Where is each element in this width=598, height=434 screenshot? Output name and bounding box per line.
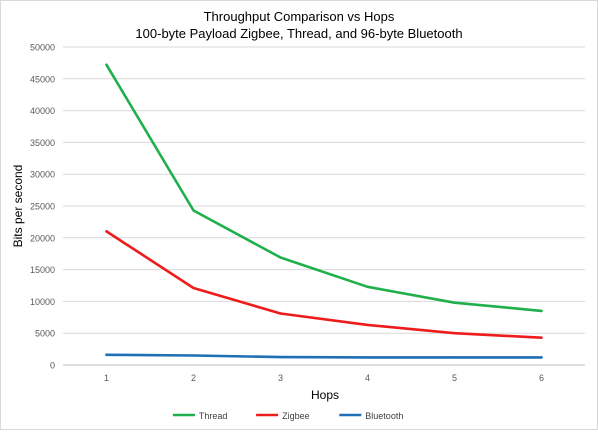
- data-point-bluetooth: [192, 354, 195, 357]
- y-tick-label: 50000: [30, 43, 55, 53]
- x-tick-label: 2: [191, 373, 196, 383]
- y-tick-label: 40000: [30, 106, 55, 116]
- x-tick-label: 5: [452, 373, 457, 383]
- data-point-thread: [192, 209, 195, 212]
- grid-layer: [63, 46, 585, 334]
- y-tick-label: 10000: [30, 297, 55, 307]
- data-point-thread: [366, 285, 369, 288]
- y-tick-label: 5000: [35, 329, 55, 339]
- axis-layer: 0 5000 10000 15000 20000 25000 30000 35000 40000…: [30, 43, 585, 383]
- y-tick-label: 30000: [30, 170, 55, 180]
- y-tick-label: 35000: [30, 138, 55, 148]
- y-tick-label: 25000: [30, 202, 55, 212]
- x-tick-label: 3: [278, 373, 283, 383]
- y-tick-label: 20000: [30, 233, 55, 243]
- data-point-bluetooth: [279, 355, 282, 359]
- data-point-thread: [540, 309, 543, 313]
- legend-label-bluetooth: Bluetooth: [365, 411, 403, 421]
- data-point-zigbee: [540, 336, 543, 339]
- data-point-zigbee: [453, 332, 456, 335]
- y-tick-label: 0: [50, 361, 55, 371]
- data-point-bluetooth: [453, 356, 456, 359]
- data-point-zigbee: [105, 230, 108, 233]
- chart-title: Throughput Comparison vs Hops: [204, 9, 395, 24]
- y-axis-title: Bits per second: [11, 165, 25, 248]
- x-tick-label: 6: [539, 373, 544, 383]
- y-tick-label: 15000: [30, 265, 55, 275]
- data-point-zigbee: [192, 286, 195, 290]
- series-layer: [105, 63, 543, 359]
- data-point-thread: [105, 63, 108, 67]
- x-tick-label: 1: [104, 373, 109, 383]
- legend-label-thread: Thread: [199, 411, 228, 421]
- data-point-thread: [453, 301, 456, 304]
- legend: Thread Zigbee Bluetooth: [172, 411, 403, 421]
- legend-label-zigbee: Zigbee: [282, 411, 310, 421]
- series-line-bluetooth: [105, 353, 543, 359]
- y-tick-label: 45000: [30, 74, 55, 84]
- data-point-bluetooth: [540, 356, 543, 359]
- data-point-zigbee: [366, 323, 369, 327]
- x-axis-title: Hops: [311, 388, 339, 402]
- series-line-thread: [105, 63, 543, 313]
- data-point-thread: [279, 256, 282, 259]
- chart-subtitle: 100-byte Payload Zigbee, Thread, and 96-…: [135, 26, 462, 41]
- data-point-bluetooth: [105, 353, 108, 357]
- series-line-zigbee: [105, 230, 543, 340]
- data-point-zigbee: [279, 312, 282, 315]
- data-point-bluetooth: [366, 356, 369, 359]
- x-tick-label: 4: [365, 373, 370, 383]
